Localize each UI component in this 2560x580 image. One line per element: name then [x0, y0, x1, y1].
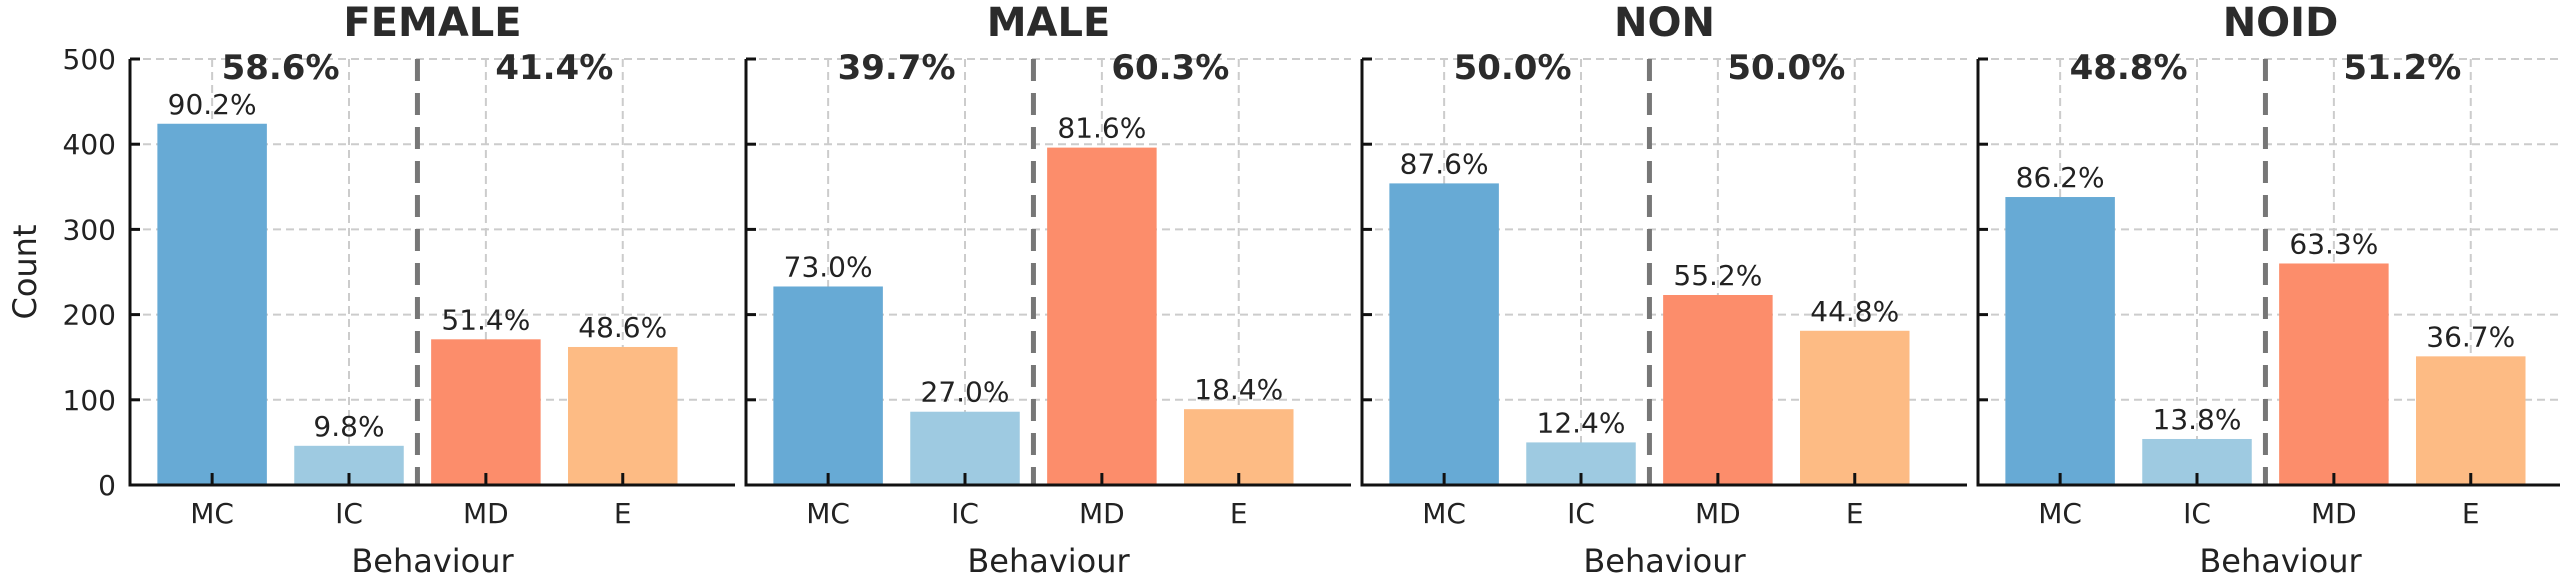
x-tick-label: MD: [1079, 497, 1125, 530]
x-tick-label: E: [2462, 497, 2480, 530]
bar-mc: [157, 123, 267, 485]
group-label-d: 51.2%: [2343, 48, 2461, 88]
bar-label: 9.8%: [313, 410, 384, 443]
panel-male: 73.0% MC 27.0% IC 81.6% MD 18.4% E 39.7% 60.3%MAL…: [744, 0, 1351, 580]
x-axis-label: Behaviour: [2199, 542, 2362, 580]
group-label-c: 39.7%: [838, 48, 956, 88]
x-axis-label: Behaviour: [1583, 542, 1746, 580]
bar-mc: [2005, 197, 2115, 486]
group-label-d: 50.0%: [1727, 48, 1845, 88]
bar-md: [1663, 295, 1773, 485]
bar-label: 51.4%: [441, 303, 530, 336]
bar-mc: [1389, 183, 1499, 485]
panel-title: NON: [1614, 0, 1715, 46]
x-tick-label: MD: [1695, 497, 1741, 530]
x-tick-label: MC: [2038, 497, 2082, 530]
panel-title: NOID: [2223, 0, 2339, 46]
x-tick-label: MD: [463, 497, 509, 530]
panel-non: 87.6% MC 12.4% IC 55.2% MD 44.8% E 50.0% 50.0% NON…: [1360, 0, 1967, 580]
x-tick-label: E: [614, 497, 632, 530]
group-label-c: 58.6%: [222, 48, 340, 88]
bar-label: 81.6%: [1057, 112, 1146, 145]
y-axis-label: Count: [6, 224, 44, 319]
panel-title: MALE: [987, 0, 1111, 46]
y-tick-label: 200: [63, 299, 116, 332]
x-tick-label: MD: [2311, 497, 2357, 530]
y-tick-label: 400: [63, 128, 116, 161]
bar-label: 44.8%: [1810, 295, 1899, 328]
x-tick-label: MC: [1422, 497, 1466, 530]
x-tick-label: MC: [190, 497, 234, 530]
bar-label: 27.0%: [921, 376, 1010, 409]
group-label-d: 60.3%: [1111, 48, 1229, 88]
x-tick-label: IC: [1567, 497, 1595, 530]
x-tick-label: IC: [2183, 497, 2211, 530]
bar-label: 48.6%: [578, 311, 667, 344]
bar-label: 86.2%: [2016, 161, 2105, 194]
y-tick-label: 0: [98, 469, 116, 502]
panel-title: FEMALE: [343, 0, 521, 46]
group-label-c: 48.8%: [2070, 48, 2188, 88]
bar-label: 12.4%: [1537, 406, 1626, 439]
x-axis-label: Behaviour: [967, 542, 1130, 580]
group-label-c: 50.0%: [1454, 48, 1572, 88]
bar-md: [2279, 263, 2389, 485]
panel-noid: 86.2% MC 13.8% IC 63.3% MD 36.7% E 48.8% 51.2%NOI…: [1976, 0, 2560, 580]
bar-label: 36.7%: [2426, 320, 2515, 353]
bar-e: [2416, 356, 2526, 485]
x-axis-label: Behaviour: [351, 542, 514, 580]
x-tick-label: MC: [806, 497, 850, 530]
y-tick-label: 500: [63, 43, 116, 76]
bar-md: [1047, 147, 1157, 485]
bar-label: 73.0%: [784, 250, 873, 283]
bar-label: 90.2%: [168, 88, 257, 121]
bar-label: 13.8%: [2153, 403, 2242, 436]
x-tick-label: E: [1230, 497, 1248, 530]
bar-label: 55.2%: [1673, 259, 1762, 292]
bar-e: [1800, 330, 1910, 485]
bar-e: [568, 346, 678, 485]
bar-ic: [910, 411, 1020, 485]
bar-label: 18.4%: [1194, 373, 1283, 406]
panel-female: 0 100 200 300 400 500 90.2% MC 9.8% IC 51.4% MD 48.6…: [6, 0, 735, 580]
bar-label: 87.6%: [1400, 147, 1489, 180]
bar-mc: [773, 286, 883, 485]
bar-e: [1184, 409, 1294, 485]
x-tick-label: IC: [335, 497, 363, 530]
group-label-d: 41.4%: [495, 48, 613, 88]
y-tick-label: 100: [63, 384, 116, 417]
bar-md: [431, 339, 541, 485]
x-tick-label: E: [1846, 497, 1864, 530]
x-tick-label: IC: [951, 497, 979, 530]
bar-label: 63.3%: [2289, 227, 2378, 260]
y-tick-label: 300: [63, 213, 116, 246]
